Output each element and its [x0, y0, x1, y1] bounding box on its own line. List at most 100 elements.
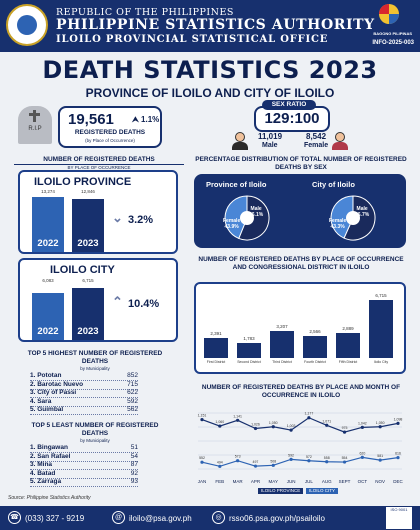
male-icon — [232, 132, 248, 150]
header-line1: REPUBLIC OF THE PHILIPPINES — [56, 7, 234, 18]
registered-label: REGISTERED DEATHS — [74, 129, 146, 136]
point-label: 1,177 — [305, 412, 314, 416]
psa-seal-icon — [6, 4, 48, 46]
district-section-title: NUMBER OF REGISTERED DEATHS BY PLACE OF … — [198, 256, 404, 271]
footer-email[interactable]: iloilo@psa.gov.ph — [129, 514, 192, 523]
month-label: FEB — [215, 479, 225, 484]
top5-row: 1. Pototan 852 — [30, 372, 138, 381]
month-label: AUG — [321, 479, 332, 484]
district-label: Fifth District — [338, 360, 358, 364]
point-label: 1,026 — [251, 422, 260, 426]
point-label: 554 — [342, 456, 348, 460]
header-line3: ILOILO PROVINCIAL STATISTICAL OFFICE — [56, 34, 329, 45]
top5-value: 562 — [127, 406, 138, 413]
month-label: APR — [250, 479, 261, 484]
district-bar — [237, 342, 261, 358]
city-2023-value: 6,715 — [82, 278, 94, 283]
trend-down-icon: ⌄ — [112, 210, 123, 225]
series-point — [342, 460, 347, 464]
female-count: 8,542 — [306, 132, 327, 141]
least5-name: 4. Batad — [30, 469, 56, 477]
top5-name: 5. Guimbal — [30, 406, 64, 413]
top5-name: 1. Pototan — [30, 372, 62, 379]
series-point — [360, 455, 364, 459]
top5-name: 3. City of Passi — [30, 389, 77, 396]
city-year-2022: 2022 — [37, 326, 59, 337]
email-icon: @ — [112, 511, 125, 524]
district-label: Iloilo City — [373, 360, 389, 364]
province-title: ILOILO PROVINCE — [34, 176, 132, 188]
district-value: 2,391 — [210, 330, 222, 336]
series-point — [307, 416, 311, 420]
district-bar — [303, 336, 327, 358]
point-label: 552 — [199, 456, 205, 460]
sex-ratio-value: 129:100 — [254, 106, 330, 132]
page-title: DEATH STATISTICS 2023 — [42, 56, 378, 84]
least5-row: 1. Bingawan 51 — [30, 444, 138, 453]
point-label: 1,071 — [322, 419, 331, 423]
point-label: 1,098 — [394, 417, 403, 421]
series-point — [289, 428, 293, 432]
male-count: 11,019 — [258, 132, 283, 141]
point-label: 1,003 — [287, 424, 296, 428]
page-subtitle: PROVINCE OF ILOILO AND CITY OF ILOILO — [85, 86, 335, 100]
point-label: 572 — [306, 455, 312, 459]
pie-title: City of Iloilo — [312, 180, 355, 189]
province-2022-value: 13,274 — [41, 189, 55, 194]
least5-name: 2. San Rafael — [30, 452, 71, 460]
pie-slice-female — [224, 195, 248, 240]
month-label: OCT — [357, 479, 368, 484]
pie-male-label: Male 56.1% — [249, 206, 264, 218]
point-label: 573 — [235, 455, 241, 459]
web-icon: ◎ — [212, 511, 225, 524]
pie-female-label: Female 43.3% — [329, 218, 347, 230]
footer-phone[interactable]: (033) 327 - 9219 — [25, 514, 85, 523]
province-bar-2023 — [72, 198, 104, 252]
province-pct: 3.2% — [128, 214, 154, 226]
district-value: 2,889 — [342, 326, 354, 332]
pie-center — [240, 211, 254, 225]
series-point — [218, 464, 222, 468]
district-bar — [270, 330, 294, 358]
series-point — [378, 458, 382, 462]
point-label: 508 — [270, 459, 276, 463]
logo-text: BAGONG PILIPINAS — [373, 31, 412, 36]
bagong-pilipinas-logo — [379, 4, 399, 24]
top5-value: 852 — [127, 372, 138, 379]
series-point — [200, 417, 204, 422]
series-point — [325, 423, 329, 427]
district-value: 3,207 — [276, 323, 288, 329]
footer: ☎ (033) 327 - 9219 @ iloilo@psa.gov.ph ◎… — [0, 506, 420, 530]
top5-value: 715 — [127, 380, 138, 388]
top5-value: 592 — [127, 397, 138, 405]
legend-province: ILOILO PROVINCE — [258, 488, 304, 494]
top5-name: 4. Sara — [30, 397, 52, 405]
top5-row: 4. Sara 592 — [30, 398, 138, 407]
district-bar — [336, 333, 360, 358]
month-label: MAY — [268, 479, 278, 484]
province-year-2022: 2022 — [37, 238, 59, 249]
sex-section-title: PERCENTAGE DISTRIBUTION OF TOTAL NUMBER … — [195, 156, 407, 171]
monthly-line-chart: 1,151 1,060 1,141 1,026 1,050 1,003 1,177 1,071… — [198, 412, 403, 470]
divider — [14, 164, 184, 165]
series-point — [236, 418, 240, 422]
least5-name: 3. Mina — [30, 461, 53, 468]
series-point — [253, 464, 258, 468]
least5-value: 93 — [130, 478, 138, 485]
city-card: ILOILO CITY 6,083 6,715 2022 2023 ⌃ 10.4… — [18, 258, 178, 342]
point-label: 494 — [217, 460, 223, 464]
footer-web[interactable]: rsso06.psa.gov.ph/psailoilo — [229, 514, 325, 523]
series-point — [360, 425, 364, 429]
point-label: 620 — [359, 451, 365, 455]
province-year-2023: 2023 — [77, 238, 99, 249]
registered-sub: (by Place of Occurrence) — [85, 138, 135, 143]
legend-city: ILOILO CITY — [306, 488, 339, 494]
month-label: SEPT — [338, 479, 351, 484]
least5-value: 54 — [130, 452, 138, 460]
series-point — [378, 425, 382, 429]
province-card: ILOILO PROVINCE 13,274 12,846 2022 2023 … — [18, 170, 178, 254]
top5-value: 622 — [127, 389, 138, 396]
least5-row: 5. Zarraga 93 — [30, 478, 138, 487]
female-icon — [332, 132, 348, 150]
